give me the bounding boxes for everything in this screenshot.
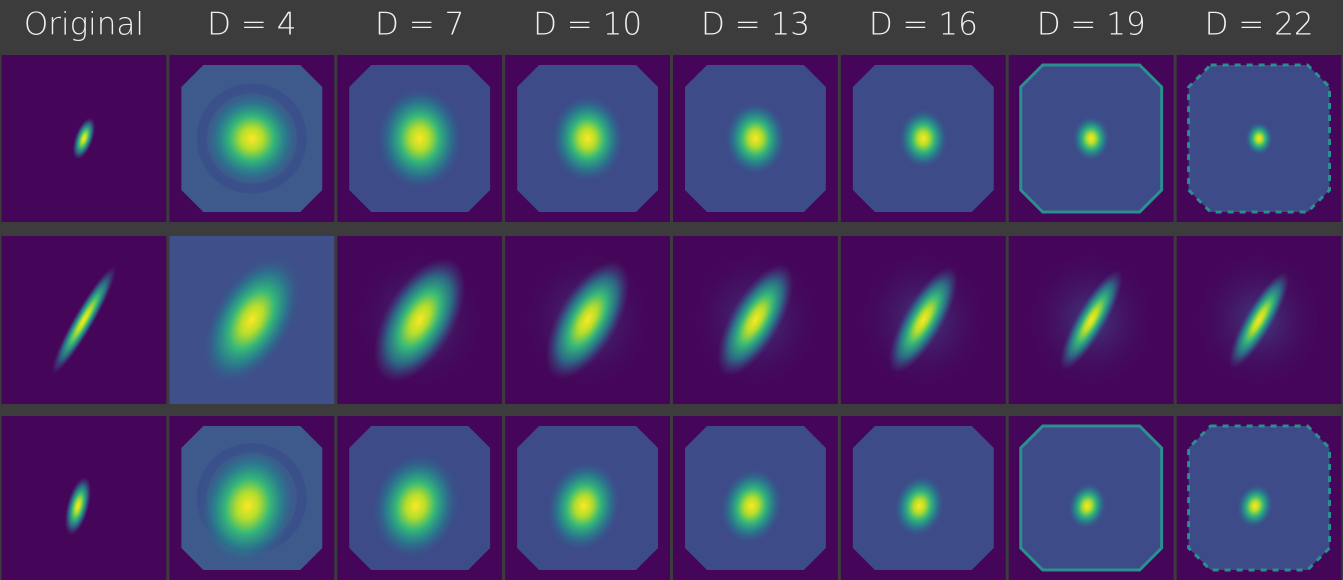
image-cell (1009, 55, 1174, 222)
column-header: D = 10 (533, 7, 642, 43)
source-blob (377, 87, 463, 190)
column-header: D = 19 (1037, 7, 1146, 43)
source-blob (898, 109, 948, 169)
image-cell (1009, 236, 1174, 404)
column-header: D = 7 (375, 7, 464, 43)
source-blob (1072, 116, 1110, 162)
image-cell (1177, 416, 1342, 580)
image-cell (841, 55, 1006, 222)
image-cell (505, 55, 670, 222)
image-cell (169, 236, 334, 404)
image-cell (673, 55, 838, 222)
image-cell (841, 236, 1006, 404)
image-cell (2, 55, 167, 222)
column-header: D = 4 (207, 7, 296, 43)
image-cell (505, 236, 670, 404)
image-cell (337, 236, 502, 404)
page: Original D = 4 D = 7 D = 10 D = 13 D = 16 D = … (0, 0, 1343, 580)
image-cell (1177, 55, 1342, 222)
column-header: D = 13 (701, 7, 810, 43)
image-cell (673, 236, 838, 404)
image-cell (1177, 236, 1342, 404)
image-cell (2, 416, 167, 580)
image-cell (337, 416, 502, 580)
figure: Original D = 4 D = 7 D = 10 D = 13 D = 16 D = … (0, 0, 1343, 580)
image-cell (505, 416, 670, 580)
image-cell (337, 55, 502, 222)
image-cell (673, 416, 838, 580)
source-blob (551, 94, 625, 183)
column-header: Original (24, 7, 144, 43)
image-cell (169, 55, 334, 222)
column-header: D = 22 (1205, 7, 1314, 43)
image-cell (169, 416, 334, 580)
column-header: D = 16 (869, 7, 978, 43)
source-blob (203, 90, 301, 188)
source-blob (724, 101, 786, 175)
source-blob (1245, 122, 1273, 156)
image-cell (841, 416, 1006, 580)
image-cell (2, 236, 167, 404)
image-cell (1009, 416, 1174, 580)
